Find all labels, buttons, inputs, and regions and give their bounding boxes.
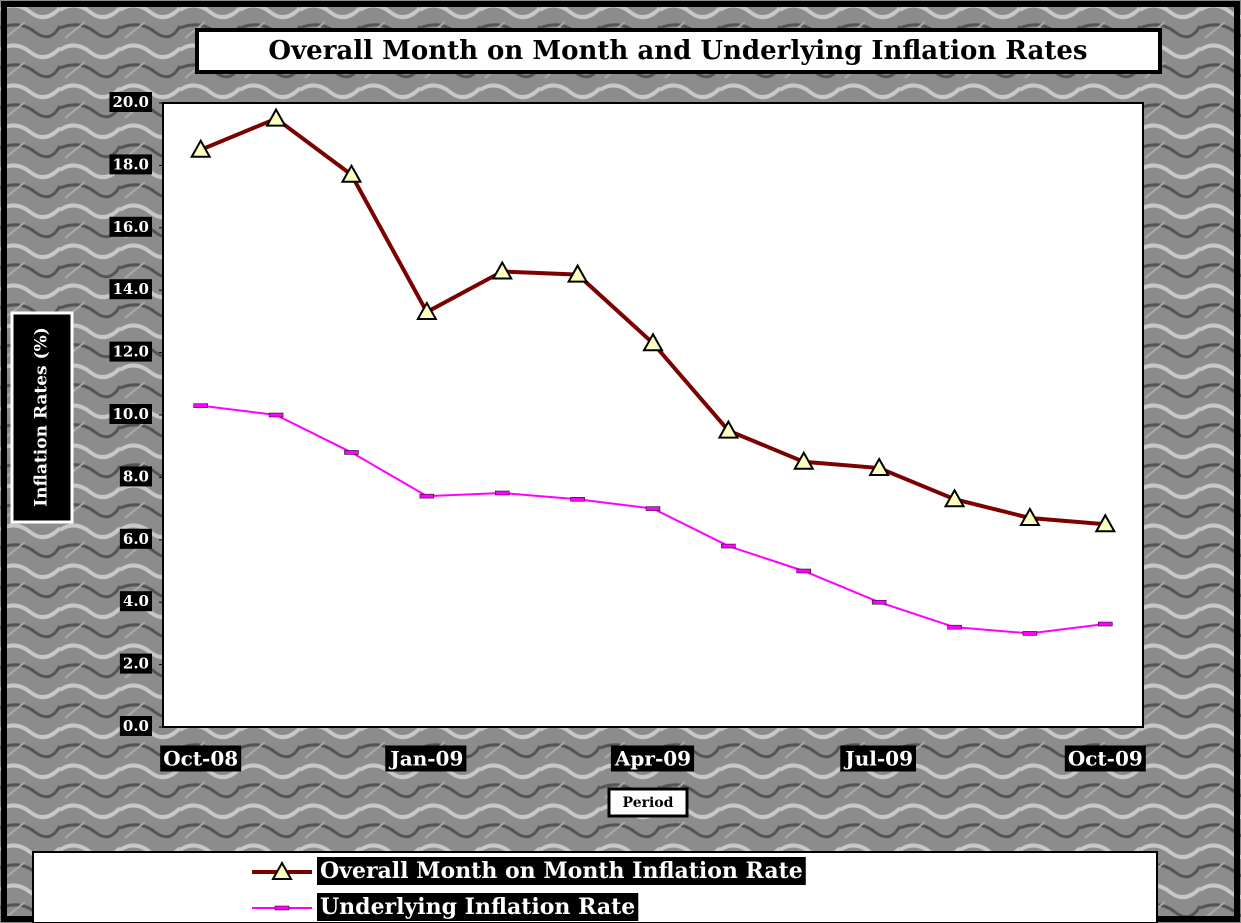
y-tick-label-bg bbox=[109, 404, 152, 424]
x-tick-label-bg bbox=[1064, 745, 1146, 772]
x-tick-label-bg bbox=[160, 745, 242, 772]
y-axis-label: Inflation Rates (%) bbox=[32, 327, 52, 507]
x-tick-label: Jul-09 bbox=[843, 747, 913, 771]
y-tick-label-bg bbox=[109, 341, 152, 362]
y-label-box bbox=[10, 311, 74, 524]
point bbox=[871, 599, 887, 605]
legend-label-bg bbox=[317, 893, 639, 921]
y-tick-label-bg bbox=[109, 154, 152, 175]
y-tick-label: 20.0 bbox=[112, 93, 149, 111]
point bbox=[868, 457, 890, 477]
point bbox=[193, 403, 208, 408]
point bbox=[268, 412, 284, 418]
x-tick-label: Oct-09 bbox=[1068, 747, 1143, 771]
y-tick-label-bg bbox=[119, 528, 152, 549]
point bbox=[189, 138, 212, 158]
point bbox=[1094, 513, 1117, 533]
point bbox=[271, 860, 293, 880]
point bbox=[943, 488, 966, 508]
y-tick-label: 0.0 bbox=[123, 717, 149, 735]
y-tick-label-bg bbox=[119, 716, 152, 736]
point bbox=[265, 107, 287, 127]
x-tick-label-bg bbox=[610, 745, 695, 772]
y-tick-label-bg bbox=[109, 92, 152, 112]
point bbox=[642, 332, 664, 352]
point bbox=[645, 506, 661, 511]
point bbox=[1098, 621, 1113, 627]
point bbox=[796, 568, 812, 574]
point bbox=[721, 543, 736, 549]
point bbox=[1022, 631, 1038, 636]
point bbox=[491, 260, 513, 280]
point bbox=[1019, 506, 1041, 526]
point bbox=[566, 263, 589, 283]
y-tick-label-bg bbox=[119, 591, 152, 612]
x-tick-label: Jan-09 bbox=[388, 747, 463, 771]
x-tick-label: Oct-08 bbox=[163, 747, 238, 771]
title-box bbox=[195, 28, 1162, 74]
point bbox=[947, 624, 962, 630]
x-tick-label: Apr-09 bbox=[614, 747, 691, 771]
legend-label: Overall Month on Month Inflation Rate bbox=[320, 858, 803, 884]
x-tick-label-bg bbox=[840, 745, 917, 772]
y-tick-label: 10.0 bbox=[112, 405, 149, 423]
y-tick-label: 14.0 bbox=[112, 280, 149, 298]
x-tick-label-bg bbox=[385, 745, 467, 772]
legend-label-bg bbox=[317, 857, 806, 885]
y-tick-label-bg bbox=[119, 653, 152, 674]
y-tick-label: 16.0 bbox=[112, 218, 149, 236]
x-axis-label: Period bbox=[623, 795, 674, 811]
y-tick-label: 2.0 bbox=[123, 655, 149, 673]
chart-title: Overall Month on Month and Underlying In… bbox=[268, 36, 1087, 66]
y-tick-label-bg bbox=[119, 466, 152, 487]
point bbox=[419, 493, 435, 499]
y-tick-label: 12.0 bbox=[112, 343, 149, 361]
point bbox=[344, 450, 359, 455]
point bbox=[494, 490, 510, 496]
point bbox=[340, 163, 363, 183]
y-tick-label: 4.0 bbox=[123, 592, 149, 610]
point bbox=[274, 905, 290, 911]
point bbox=[717, 419, 740, 439]
x-label-box bbox=[607, 787, 689, 818]
legend-label: Underlying Inflation Rate bbox=[320, 894, 635, 920]
y-tick-label: 6.0 bbox=[123, 530, 149, 548]
point bbox=[793, 450, 815, 470]
plot-area bbox=[162, 102, 1144, 728]
y-tick-label-bg bbox=[109, 216, 152, 237]
y-tick-label: 18.0 bbox=[112, 155, 149, 173]
point bbox=[570, 496, 585, 502]
point bbox=[416, 301, 438, 321]
y-tick-label: 8.0 bbox=[123, 467, 149, 485]
y-tick-label-bg bbox=[109, 279, 152, 300]
